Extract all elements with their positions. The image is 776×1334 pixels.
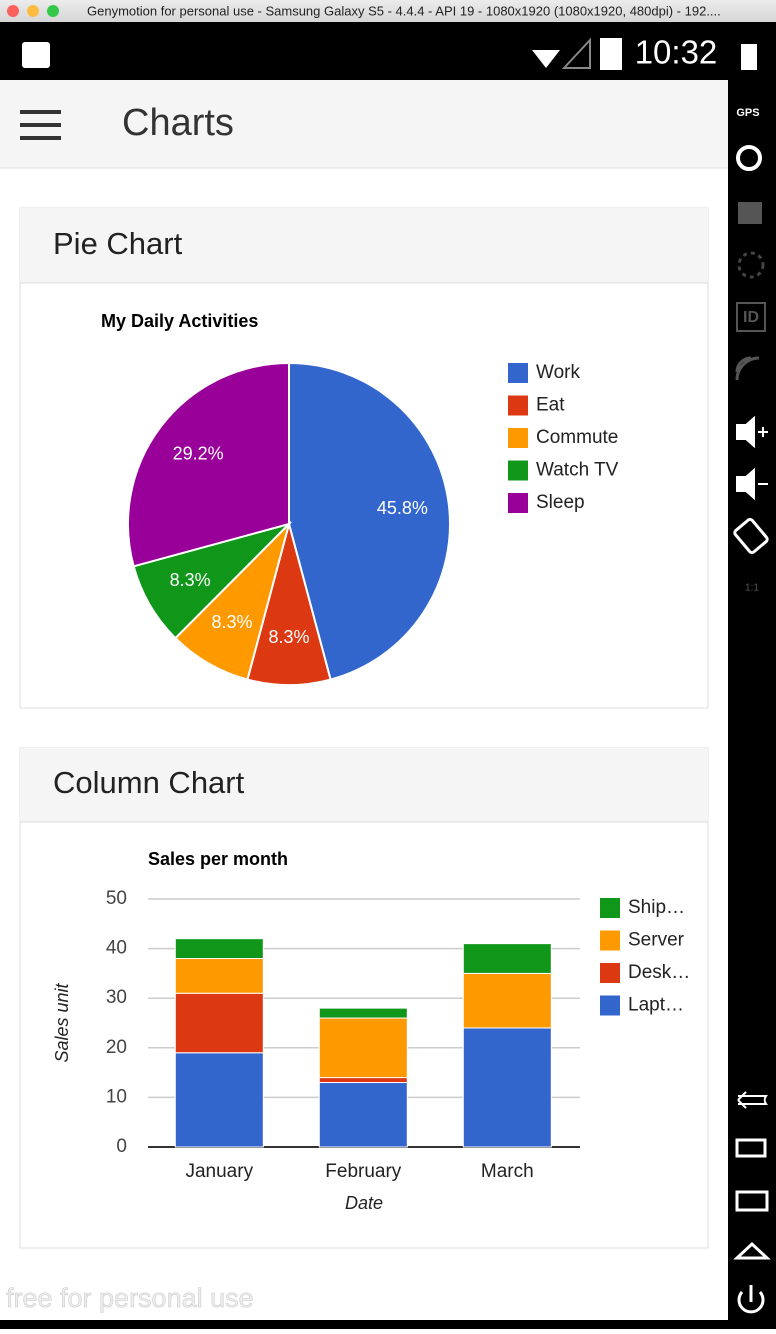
bar-segment — [462, 1027, 552, 1148]
menu-bar — [20, 136, 61, 140]
y-tick-label: 30 — [106, 987, 127, 1008]
y-tick-label: 20 — [106, 1037, 127, 1058]
y-tick-label: 40 — [106, 938, 127, 959]
y-tick-label: 10 — [106, 1086, 127, 1107]
window-title-bar — [0, 0, 776, 22]
power-button[interactable] — [737, 1285, 765, 1314]
slice-label: 8.3% — [170, 570, 211, 590]
legend-label: Work — [536, 362, 580, 383]
legend-swatch — [600, 898, 620, 918]
bar-segment — [174, 958, 264, 994]
legend-swatch — [600, 995, 620, 1016]
y-tick-label: 0 — [116, 1136, 127, 1157]
app-title: Charts — [122, 102, 234, 144]
video-button[interactable] — [738, 202, 762, 224]
slice-label: 45.8% — [377, 498, 428, 518]
move-button[interactable] — [737, 251, 765, 279]
bar-segment — [174, 992, 264, 1054]
x-tick-label: February — [325, 1161, 402, 1182]
menu-hw-button[interactable] — [735, 1190, 769, 1212]
x-axis-title: Date — [345, 1193, 383, 1213]
slice-label: 29.2% — [173, 443, 224, 463]
status-time: 10:32 — [635, 34, 718, 71]
minimize-button[interactable] — [27, 5, 39, 17]
x-tick-label: March — [481, 1161, 534, 1182]
battery-charge-icon — [600, 38, 622, 70]
legend-label: Eat — [536, 395, 565, 416]
bar-segment — [318, 1007, 408, 1019]
rotate-button[interactable] — [733, 517, 769, 555]
card-heading: Pie Chart — [53, 226, 183, 261]
chart-title: My Daily Activities — [101, 311, 258, 331]
volume-up-button[interactable] — [736, 415, 768, 449]
bar-segment — [174, 938, 264, 960]
menu-button[interactable] — [20, 110, 61, 140]
menu-bar — [20, 110, 61, 114]
slice-label: 8.3% — [211, 612, 252, 632]
legend-label: Sleep — [536, 492, 585, 513]
legend-label: Desk… — [628, 962, 690, 983]
watermark: free for personal use — [6, 1283, 254, 1313]
bar-segment — [462, 943, 552, 974]
id-button[interactable] — [736, 302, 766, 332]
notification-icon — [22, 42, 50, 68]
signal-icon — [561, 37, 591, 69]
bar-segment — [318, 1082, 408, 1148]
card-heading: Column Chart — [53, 765, 245, 800]
home-button[interactable] — [733, 1241, 771, 1260]
battery-icon — [741, 44, 757, 70]
window-title: Genymotion for personal use - Samsung Ga… — [87, 3, 721, 18]
legend-swatch — [508, 428, 528, 448]
legend-label: Commute — [536, 427, 618, 448]
legend-swatch — [508, 363, 528, 383]
legend-swatch — [508, 460, 528, 481]
card-header — [20, 208, 708, 283]
gps-button[interactable]: GPS — [736, 107, 759, 119]
recents-button[interactable] — [735, 1138, 767, 1158]
legend-swatch — [508, 395, 528, 416]
bar-segment — [462, 972, 552, 1029]
legend-swatch — [600, 930, 620, 951]
bar-segment — [318, 1017, 408, 1079]
app-bar — [0, 80, 728, 168]
menu-bar — [20, 123, 61, 127]
pie-slice — [288, 361, 452, 681]
pie-slice — [127, 361, 290, 568]
id-label: ID — [743, 309, 759, 326]
legend-label: Lapt… — [628, 995, 684, 1016]
legend-label: Ship… — [628, 897, 685, 918]
legend-swatch — [600, 963, 620, 983]
slice-label: 8.3% — [268, 627, 309, 647]
back-button[interactable] — [737, 1091, 768, 1109]
y-tick-label: 50 — [106, 888, 127, 909]
network-button[interactable] — [735, 356, 760, 381]
camera-button[interactable] — [736, 145, 762, 171]
zoom-button[interactable] — [47, 5, 59, 17]
card-header — [20, 748, 708, 822]
wifi-icon — [532, 50, 560, 68]
close-button[interactable] — [7, 5, 19, 17]
legend-label: Server — [628, 930, 685, 951]
legend-label: Watch TV — [536, 460, 619, 481]
bar-segment — [174, 1052, 264, 1148]
pixel-ratio-button[interactable]: 1:1 — [745, 583, 759, 594]
bar-segment — [318, 1077, 408, 1084]
volume-down-button[interactable] — [736, 467, 768, 501]
chart-title: Sales per month — [148, 849, 288, 869]
y-axis-title: Sales unit — [52, 982, 72, 1062]
legend-swatch — [508, 493, 528, 513]
x-tick-label: January — [185, 1161, 253, 1182]
